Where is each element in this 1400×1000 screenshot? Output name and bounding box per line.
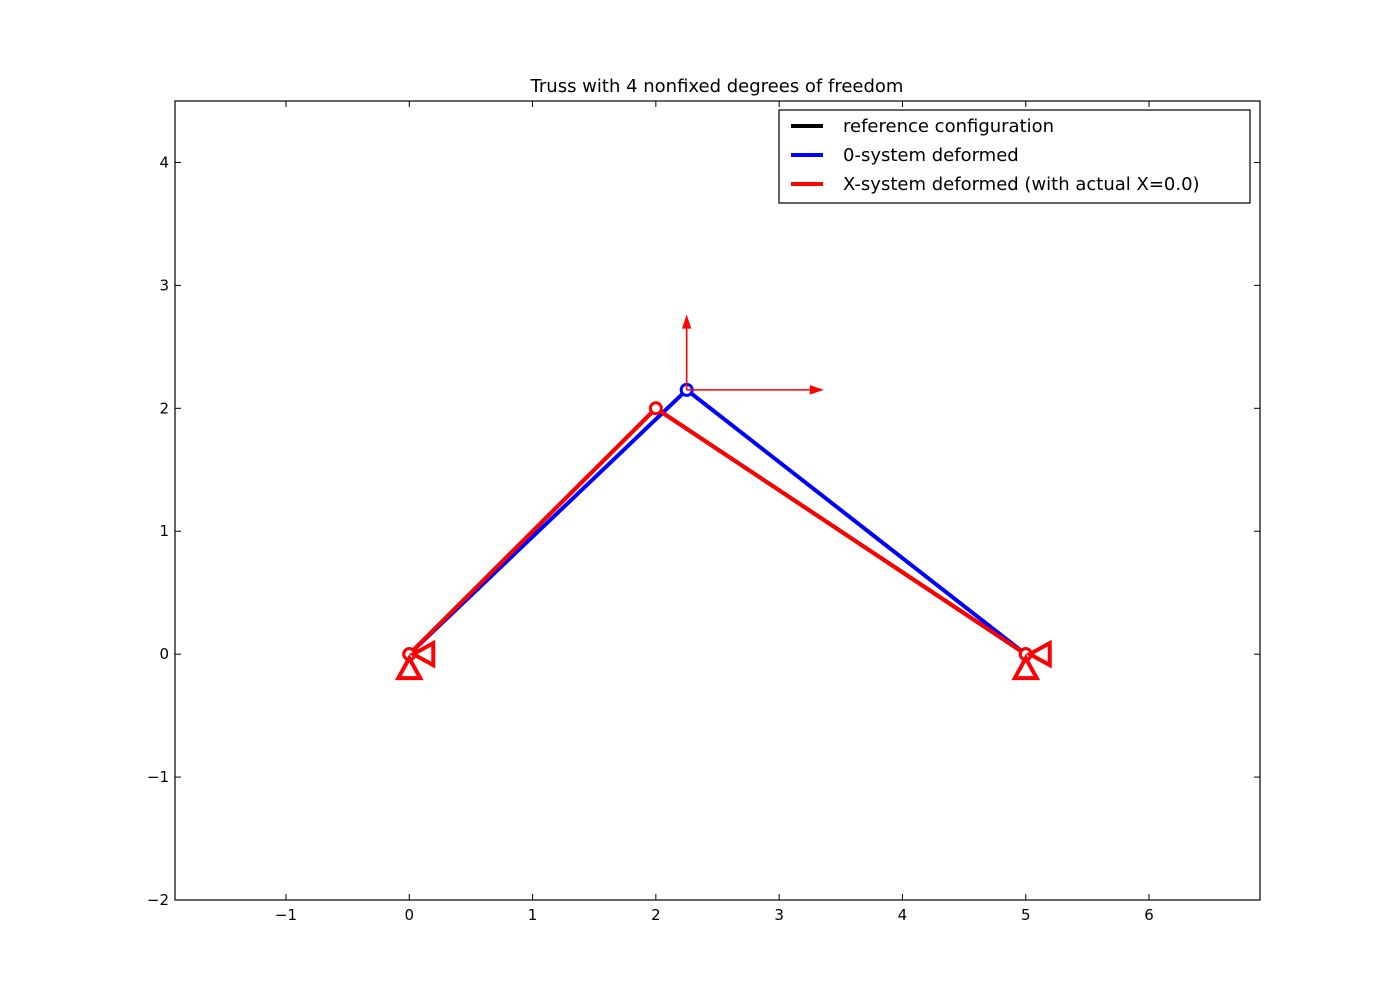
support-horizontal-1 — [1025, 639, 1052, 669]
load-arrow-head-1 — [809, 385, 824, 395]
x-tick-label-6: 5 — [1021, 906, 1031, 924]
x-tick-label-1: 0 — [404, 906, 414, 924]
chart-title: Truss with 4 nonfixed degrees of freedom — [530, 76, 904, 97]
x-tick-label-4: 3 — [774, 906, 784, 924]
data-group — [394, 314, 1052, 681]
load-arrow-head-0 — [681, 314, 692, 329]
x-tick-label-2: 1 — [528, 906, 538, 924]
legend-label-1: 0-system deformed — [843, 145, 1019, 166]
x-tick-label-0: −1 — [275, 906, 297, 924]
axes-frame — [174, 100, 1261, 901]
y-tick-label-3: 1 — [159, 522, 169, 540]
x-tick-label-3: 2 — [651, 906, 661, 924]
y-tick-label-4: 2 — [159, 399, 169, 417]
legend-label-2: X-system deformed (with actual X=0.0) — [843, 174, 1200, 195]
x-tick-label-7: 6 — [1144, 906, 1154, 924]
support-horizontal-0 — [409, 639, 436, 669]
legend: reference configuration 0-system deformed… — [778, 109, 1251, 204]
y-tick-label-6: 4 — [159, 153, 169, 171]
x-tick-label-5: 4 — [898, 906, 908, 924]
plot-area — [394, 314, 1052, 681]
legend-box — [778, 109, 1251, 204]
support-vertical-1 — [1011, 654, 1041, 681]
y-tick-label-1: −1 — [147, 768, 169, 786]
y-tick-label-5: 3 — [159, 276, 169, 294]
support-vertical-0 — [394, 654, 424, 681]
y-tick-label-2: 0 — [159, 645, 169, 663]
axes: −1 0 1 2 3 4 5 6 −2 −1 0 1 2 3 4 — [147, 100, 1261, 924]
legend-label-0: reference configuration — [843, 116, 1054, 137]
node-marker-s2-1 — [648, 401, 663, 416]
y-tick-label-0: −2 — [147, 891, 169, 909]
